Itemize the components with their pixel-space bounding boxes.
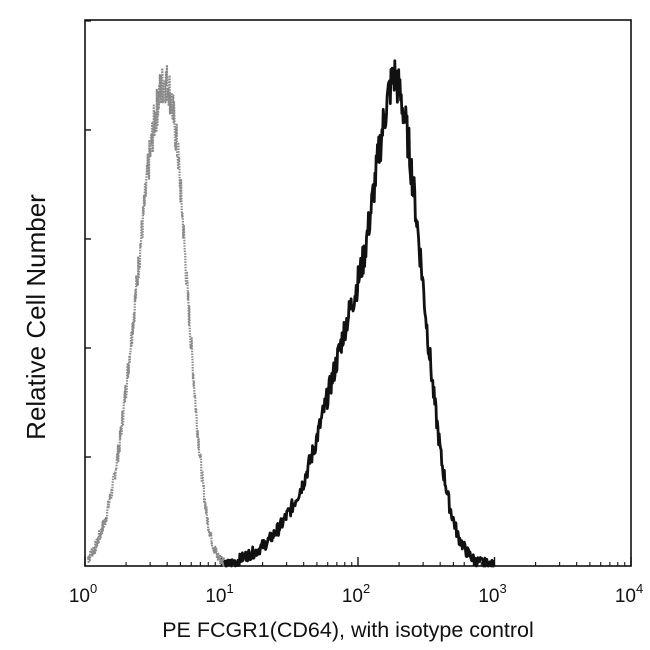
- x-tick-label: 103: [478, 581, 506, 607]
- x-axis-title: PE FCGR1(CD64), with isotype control: [162, 618, 534, 642]
- isotype-control-trace: [86, 64, 231, 568]
- series-layer: [86, 59, 496, 568]
- x-axis-ticks: 100 101 102 103 104: [69, 557, 643, 607]
- x-tick-label: 101: [205, 581, 233, 607]
- fcgr1-trace: [223, 59, 496, 568]
- x-tick-label: 100: [69, 581, 97, 607]
- x-tick-label: 104: [615, 581, 643, 607]
- y-axis-ticks: [85, 20, 91, 458]
- y-axis-title: Relative Cell Number: [21, 194, 51, 440]
- x-tick-label: 102: [342, 581, 370, 607]
